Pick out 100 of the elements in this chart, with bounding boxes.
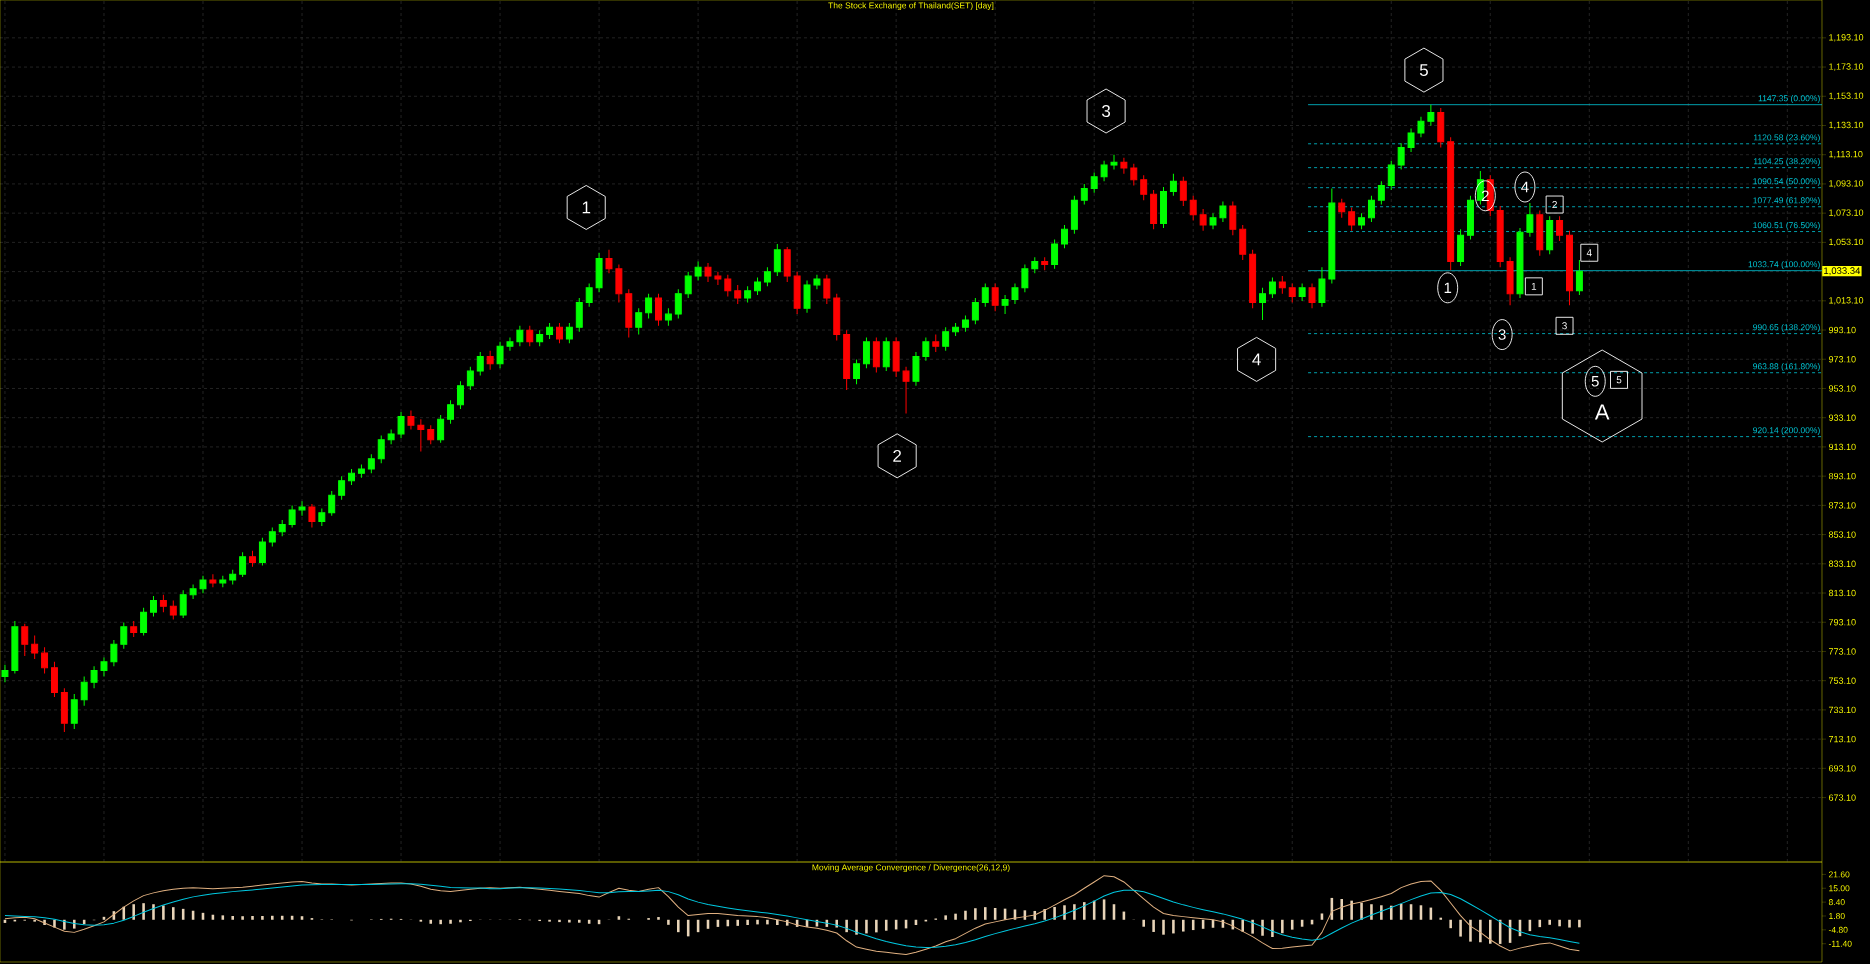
y-tick-label: 733.10 bbox=[1828, 706, 1856, 714]
candlestick bbox=[130, 620, 138, 638]
candlestick bbox=[1546, 215, 1554, 255]
candlestick bbox=[1308, 282, 1316, 309]
candlestick bbox=[892, 336, 900, 378]
bar bbox=[776, 919, 779, 926]
candlestick bbox=[981, 282, 989, 308]
candlestick bbox=[585, 282, 593, 308]
candlestick bbox=[1130, 163, 1138, 187]
y-tick-label: 973.10 bbox=[1828, 356, 1856, 363]
bar bbox=[577, 919, 581, 923]
candlestick bbox=[1526, 202, 1534, 238]
candlestick bbox=[387, 429, 395, 445]
annotation: 4 bbox=[1521, 181, 1529, 193]
y-tick-label: 773.10 bbox=[1828, 648, 1856, 655]
candlestick bbox=[199, 575, 207, 594]
candlestick bbox=[684, 271, 692, 299]
bar bbox=[449, 919, 452, 924]
bar bbox=[1073, 904, 1076, 920]
candlestick bbox=[1219, 201, 1227, 223]
bar bbox=[429, 919, 433, 924]
y-tick-label: 1,053.10 bbox=[1829, 238, 1864, 247]
candlestick bbox=[437, 414, 445, 444]
bar bbox=[1538, 919, 1542, 928]
candlestick bbox=[80, 675, 88, 707]
candlestick bbox=[427, 424, 435, 445]
candlestick bbox=[298, 500, 306, 517]
y-tick-label: 993.10 bbox=[1828, 326, 1856, 334]
candlestick bbox=[952, 322, 960, 337]
bar bbox=[1488, 919, 1492, 944]
candlestick bbox=[595, 252, 603, 293]
candlestick bbox=[872, 336, 880, 374]
candlestick bbox=[803, 280, 811, 314]
candlestick bbox=[922, 336, 930, 362]
annotation: 2 bbox=[1552, 201, 1557, 209]
candlestick bbox=[1268, 277, 1276, 299]
candlestick bbox=[357, 464, 365, 479]
annotation: 4 bbox=[1586, 249, 1592, 257]
bar bbox=[964, 910, 967, 920]
bar bbox=[1142, 919, 1145, 927]
candlestick bbox=[793, 271, 801, 315]
candlestick bbox=[1457, 228, 1465, 267]
candlestick bbox=[90, 665, 98, 689]
candlestick bbox=[1090, 171, 1098, 194]
bar bbox=[855, 919, 858, 935]
bar bbox=[1548, 919, 1551, 925]
candlestick bbox=[338, 475, 346, 501]
annotation: A bbox=[1594, 404, 1610, 420]
candlestick bbox=[377, 434, 385, 464]
candlestick bbox=[1566, 230, 1573, 306]
candlestick bbox=[882, 336, 890, 372]
bar bbox=[756, 919, 759, 925]
candlestick bbox=[1259, 287, 1266, 321]
ref-line-label: 963.88 (161.80%) bbox=[1753, 363, 1820, 372]
annotation: 2 bbox=[893, 449, 902, 462]
candlestick bbox=[1536, 209, 1544, 257]
candlestick bbox=[635, 307, 643, 336]
bar bbox=[1568, 919, 1571, 928]
y-tick-label: 753.10 bbox=[1828, 677, 1856, 684]
candlestick bbox=[615, 263, 623, 303]
y-tick-label: 813.10 bbox=[1828, 589, 1856, 597]
bar bbox=[568, 919, 571, 923]
y-tick-label: 1,133.10 bbox=[1829, 121, 1864, 130]
candlestick bbox=[209, 573, 217, 588]
candlestick bbox=[496, 341, 504, 369]
bar bbox=[122, 906, 126, 920]
bar bbox=[251, 915, 254, 920]
candlestick bbox=[1417, 116, 1425, 138]
candlestick bbox=[1160, 186, 1167, 229]
candlestick bbox=[1199, 208, 1207, 232]
candlestick bbox=[1110, 154, 1118, 170]
candlestick bbox=[1011, 282, 1019, 305]
candlestick bbox=[1367, 195, 1375, 223]
bar bbox=[1360, 902, 1363, 920]
candlestick bbox=[278, 519, 286, 537]
candlestick bbox=[1387, 160, 1395, 191]
bar bbox=[884, 919, 888, 931]
candlestick bbox=[120, 621, 128, 650]
annotation: 3 bbox=[1498, 329, 1506, 340]
bar bbox=[261, 915, 264, 920]
y-tick-label: 793.10 bbox=[1828, 619, 1856, 626]
bar bbox=[1350, 900, 1353, 920]
candlestick bbox=[754, 277, 761, 296]
y-tick-label: 1,153.10 bbox=[1829, 92, 1864, 100]
y-tick-label: 853.10 bbox=[1828, 531, 1856, 538]
bar bbox=[1172, 919, 1175, 934]
candlestick bbox=[1318, 266, 1326, 308]
y-tick-label: 1,113.10 bbox=[1829, 150, 1863, 159]
candlestick bbox=[813, 274, 821, 290]
bar bbox=[1578, 919, 1581, 928]
bar bbox=[63, 919, 66, 930]
candlestick bbox=[694, 261, 702, 282]
candlestick bbox=[456, 380, 464, 410]
y-tick-label: 833.10 bbox=[1828, 560, 1856, 567]
candlestick bbox=[773, 243, 781, 277]
bar bbox=[172, 907, 175, 920]
candlestick bbox=[1377, 180, 1385, 206]
bar bbox=[1162, 919, 1165, 935]
candlestick bbox=[625, 288, 633, 338]
candlestick bbox=[51, 661, 58, 698]
